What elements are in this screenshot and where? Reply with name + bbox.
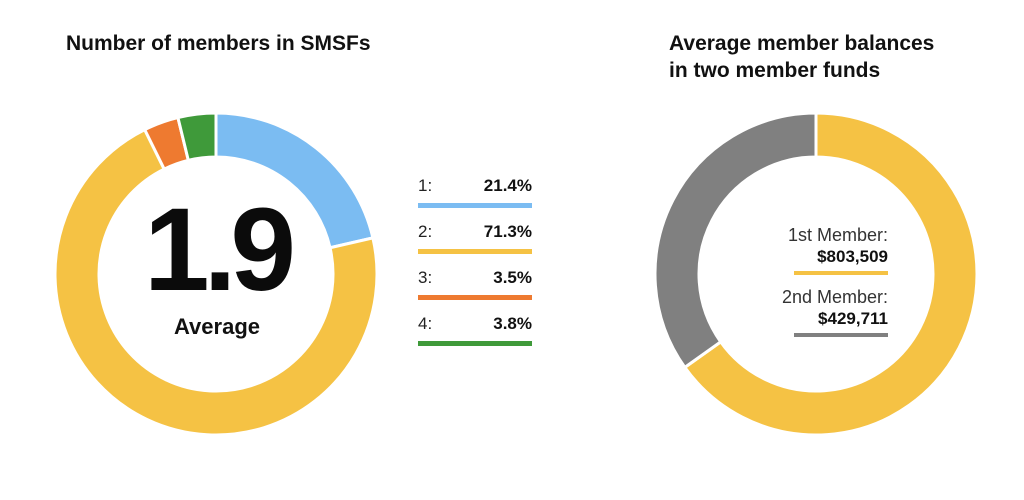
chart-title-balances: Average member balances in two member fu… bbox=[669, 30, 1009, 84]
average-members-label: Average bbox=[173, 314, 260, 339]
first-member-label: 1st Member: bbox=[787, 225, 888, 245]
second-member-value: $429,711 bbox=[818, 309, 888, 328]
legend-item-3-members: 3: 3.5% bbox=[418, 268, 532, 303]
first-member-balance: 1st Member: $803,509 bbox=[720, 224, 888, 275]
legend-value: 3.8% bbox=[493, 314, 532, 333]
chart-title-balances-line-2: in two member funds bbox=[669, 59, 881, 82]
legend-item-1-member: 1: 21.4% bbox=[418, 176, 532, 211]
balances-donut-slice-2 bbox=[653, 111, 818, 370]
legend-key: 1: bbox=[418, 176, 433, 195]
average-members-value: 1.9 bbox=[143, 184, 296, 316]
legend-key: 2: bbox=[418, 222, 433, 241]
legend-color-bar bbox=[418, 295, 532, 300]
legend-key: 3: bbox=[418, 268, 433, 287]
legend-color-bar bbox=[418, 341, 532, 346]
legend-value: 21.4% bbox=[483, 176, 532, 195]
members-donut-slice-2 bbox=[53, 127, 379, 437]
balances-donut-slice-1 bbox=[682, 111, 979, 437]
legend-item-2-members: 2: 71.3% bbox=[418, 222, 532, 257]
chart-title-members: Number of members in SMSFs bbox=[66, 32, 371, 55]
members-donut-slice-4 bbox=[176, 111, 218, 163]
members-legend: 1: 21.4% 2: 71.3% 3: 3.5% 4: 3.8% bbox=[418, 176, 532, 360]
second-member-label: 2nd Member: bbox=[781, 287, 888, 307]
legend-value: 71.3% bbox=[483, 222, 532, 241]
chart-title-balances-line-1: Average member balances bbox=[669, 32, 935, 55]
first-member-color-bar bbox=[794, 271, 888, 275]
second-member-color-bar bbox=[794, 333, 888, 337]
legend-key: 4: bbox=[418, 314, 433, 333]
legend-color-bar bbox=[418, 203, 532, 208]
legend-color-bar bbox=[418, 249, 532, 254]
second-member-balance: 2nd Member: $429,711 bbox=[720, 286, 888, 337]
legend-value: 3.5% bbox=[493, 268, 532, 287]
first-member-value: $803,509 bbox=[817, 247, 888, 266]
legend-item-4-members: 4: 3.8% bbox=[418, 314, 532, 349]
